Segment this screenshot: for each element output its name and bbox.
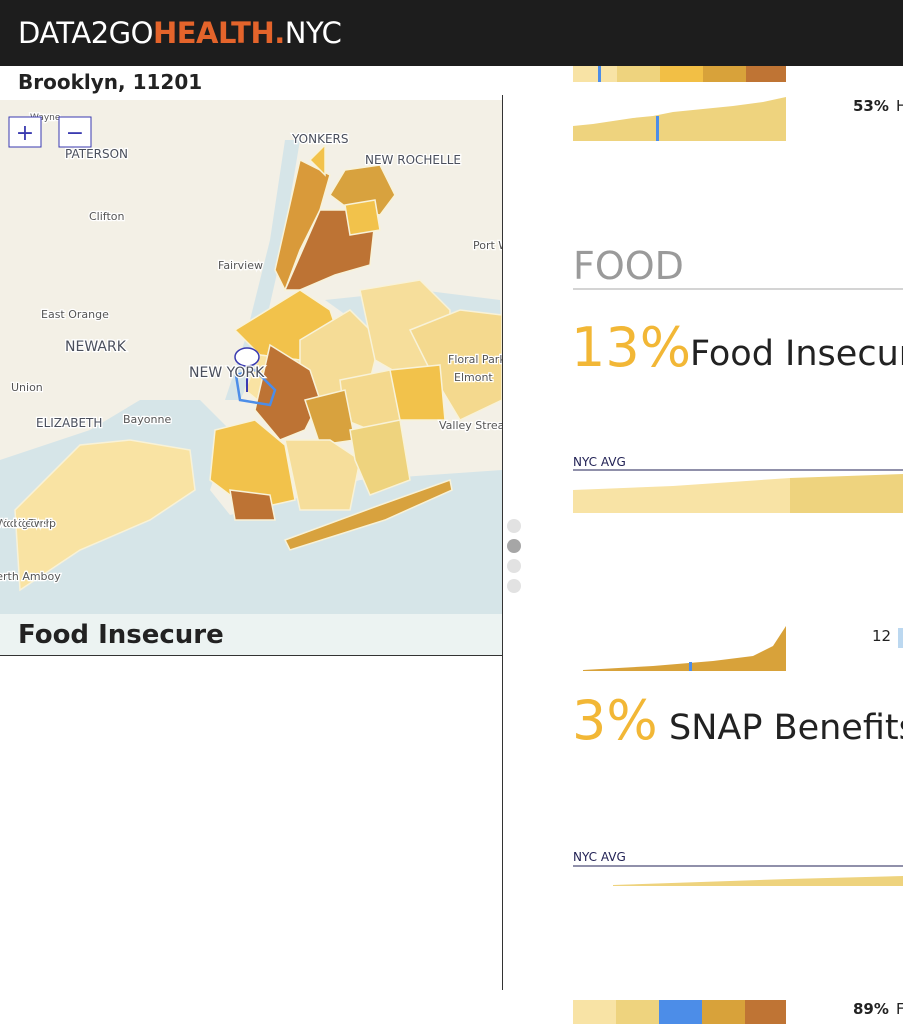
avg-label: NYC AVG [573, 455, 626, 469]
avg-label: NYC AVG [573, 850, 626, 864]
logo-part: HEALTH. [152, 16, 285, 50]
avg-bar [790, 474, 903, 513]
place-label: Elmont [454, 371, 493, 384]
zoom-in-button[interactable] [8, 116, 42, 148]
caption-bar [0, 614, 502, 655]
indicator-label: SNAP Benefits [669, 708, 903, 748]
section-title: FOOD [573, 244, 684, 288]
map-pin[interactable] [234, 347, 260, 367]
rank: 12 [872, 627, 892, 645]
distribution [583, 626, 786, 671]
logo-part: NYC [284, 16, 342, 50]
place-label: NEWARK [65, 339, 127, 355]
zoom-in: + [16, 121, 34, 146]
avg-bar [573, 478, 790, 513]
distribution-marker [689, 662, 692, 671]
stat-label: F [896, 1000, 903, 1018]
divider [502, 95, 503, 990]
stat: 53% [853, 97, 889, 115]
place-label: Woodbridge Township [0, 517, 56, 530]
indicator-value: 13% [571, 316, 692, 379]
top-bar [573, 66, 786, 82]
place-label: Fairview [218, 259, 263, 272]
map-caption: Food Insecure [18, 620, 224, 650]
place-label: NEW ROCHELLE [365, 153, 461, 167]
place-label: East Orange [41, 308, 109, 321]
place-label: Clifton [89, 210, 125, 223]
place-label: Floral Park [448, 353, 502, 366]
indicator-label: Food Insecure [690, 334, 903, 374]
logo[interactable]: DATA2GOHEALTH.NYC [18, 16, 342, 50]
top-distribution [573, 97, 786, 141]
indicator-value: 3% [572, 689, 658, 752]
selected-area[interactable] [234, 368, 277, 407]
place-label: Port Washington [473, 239, 502, 252]
stat-label: H [896, 97, 903, 115]
place-label: Union [11, 381, 43, 394]
bottom-bar [573, 1000, 786, 1024]
place-label: Perth Amboy [0, 570, 61, 583]
header-bar [0, 0, 903, 66]
zoom-out: − [66, 121, 84, 146]
logo-part: DATA2GO [18, 16, 153, 50]
place-label: Bayonne [123, 413, 171, 426]
zoom-out-button[interactable] [58, 116, 92, 148]
panel-graphics [573, 66, 903, 1024]
scroll-dots[interactable] [504, 515, 526, 597]
location: Brooklyn, 11201 [18, 70, 203, 94]
place-label: PATERSON [65, 147, 128, 161]
place-label: ELIZABETH [36, 416, 102, 430]
place-label: Valley Stream [439, 419, 502, 432]
place-label: YONKERS [291, 132, 349, 146]
avg-wedge [613, 876, 903, 886]
place-label: NEW YORK [189, 365, 265, 381]
stat: 89% [853, 1000, 889, 1018]
river [225, 140, 300, 400]
rank-swatch [898, 628, 903, 648]
map-border [0, 655, 502, 656]
